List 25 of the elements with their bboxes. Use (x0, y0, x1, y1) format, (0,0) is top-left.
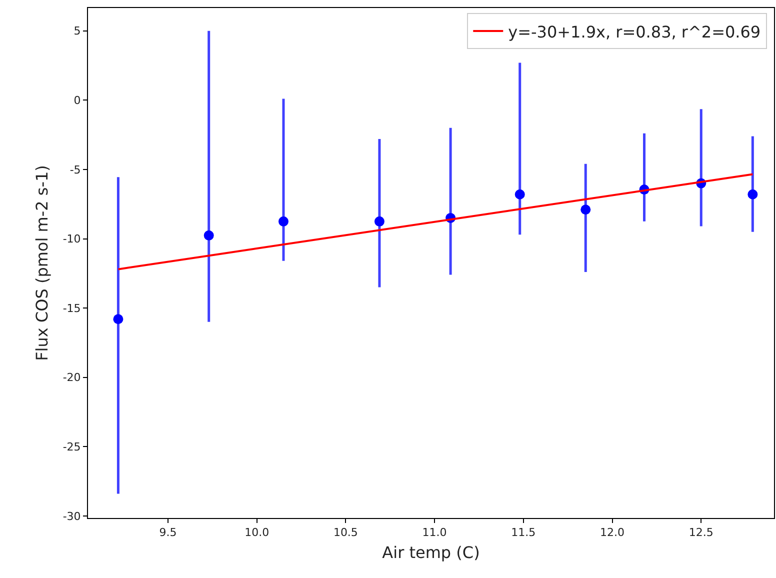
y-tick-label: -5 (70, 163, 81, 176)
x-tick-label: 11.0 (422, 526, 447, 540)
x-tick-label: 10.0 (244, 526, 270, 540)
y-tick-label: -15 (62, 302, 81, 315)
point (514, 189, 525, 200)
x-tick-label: 9.5 (159, 526, 177, 540)
x-tick-label: 10.5 (333, 526, 358, 540)
y-tick-label: -10 (62, 232, 81, 246)
point (374, 216, 384, 226)
x-tick-label: 11.5 (511, 526, 536, 540)
point (204, 230, 214, 240)
y-tick-label: -25 (62, 440, 81, 454)
y-tick-label: 0 (74, 94, 81, 108)
y-tick-label: -20 (62, 371, 81, 384)
x-tick-label: 12.0 (600, 526, 625, 540)
point (278, 216, 288, 226)
y-tick-label: 5 (74, 24, 81, 38)
legend-label: y=-30+1.9x, r=0.83, r^2=0.69 (508, 22, 761, 42)
x-axis-title: Air temp (C) (382, 542, 480, 562)
point (580, 204, 591, 215)
y-tick-label: -30 (62, 510, 81, 523)
y-axis-title: Flux COS (pmol m-2 s-1) (32, 165, 52, 361)
point (113, 314, 124, 324)
x-tick-label: 12.5 (688, 526, 714, 540)
point (748, 189, 758, 200)
